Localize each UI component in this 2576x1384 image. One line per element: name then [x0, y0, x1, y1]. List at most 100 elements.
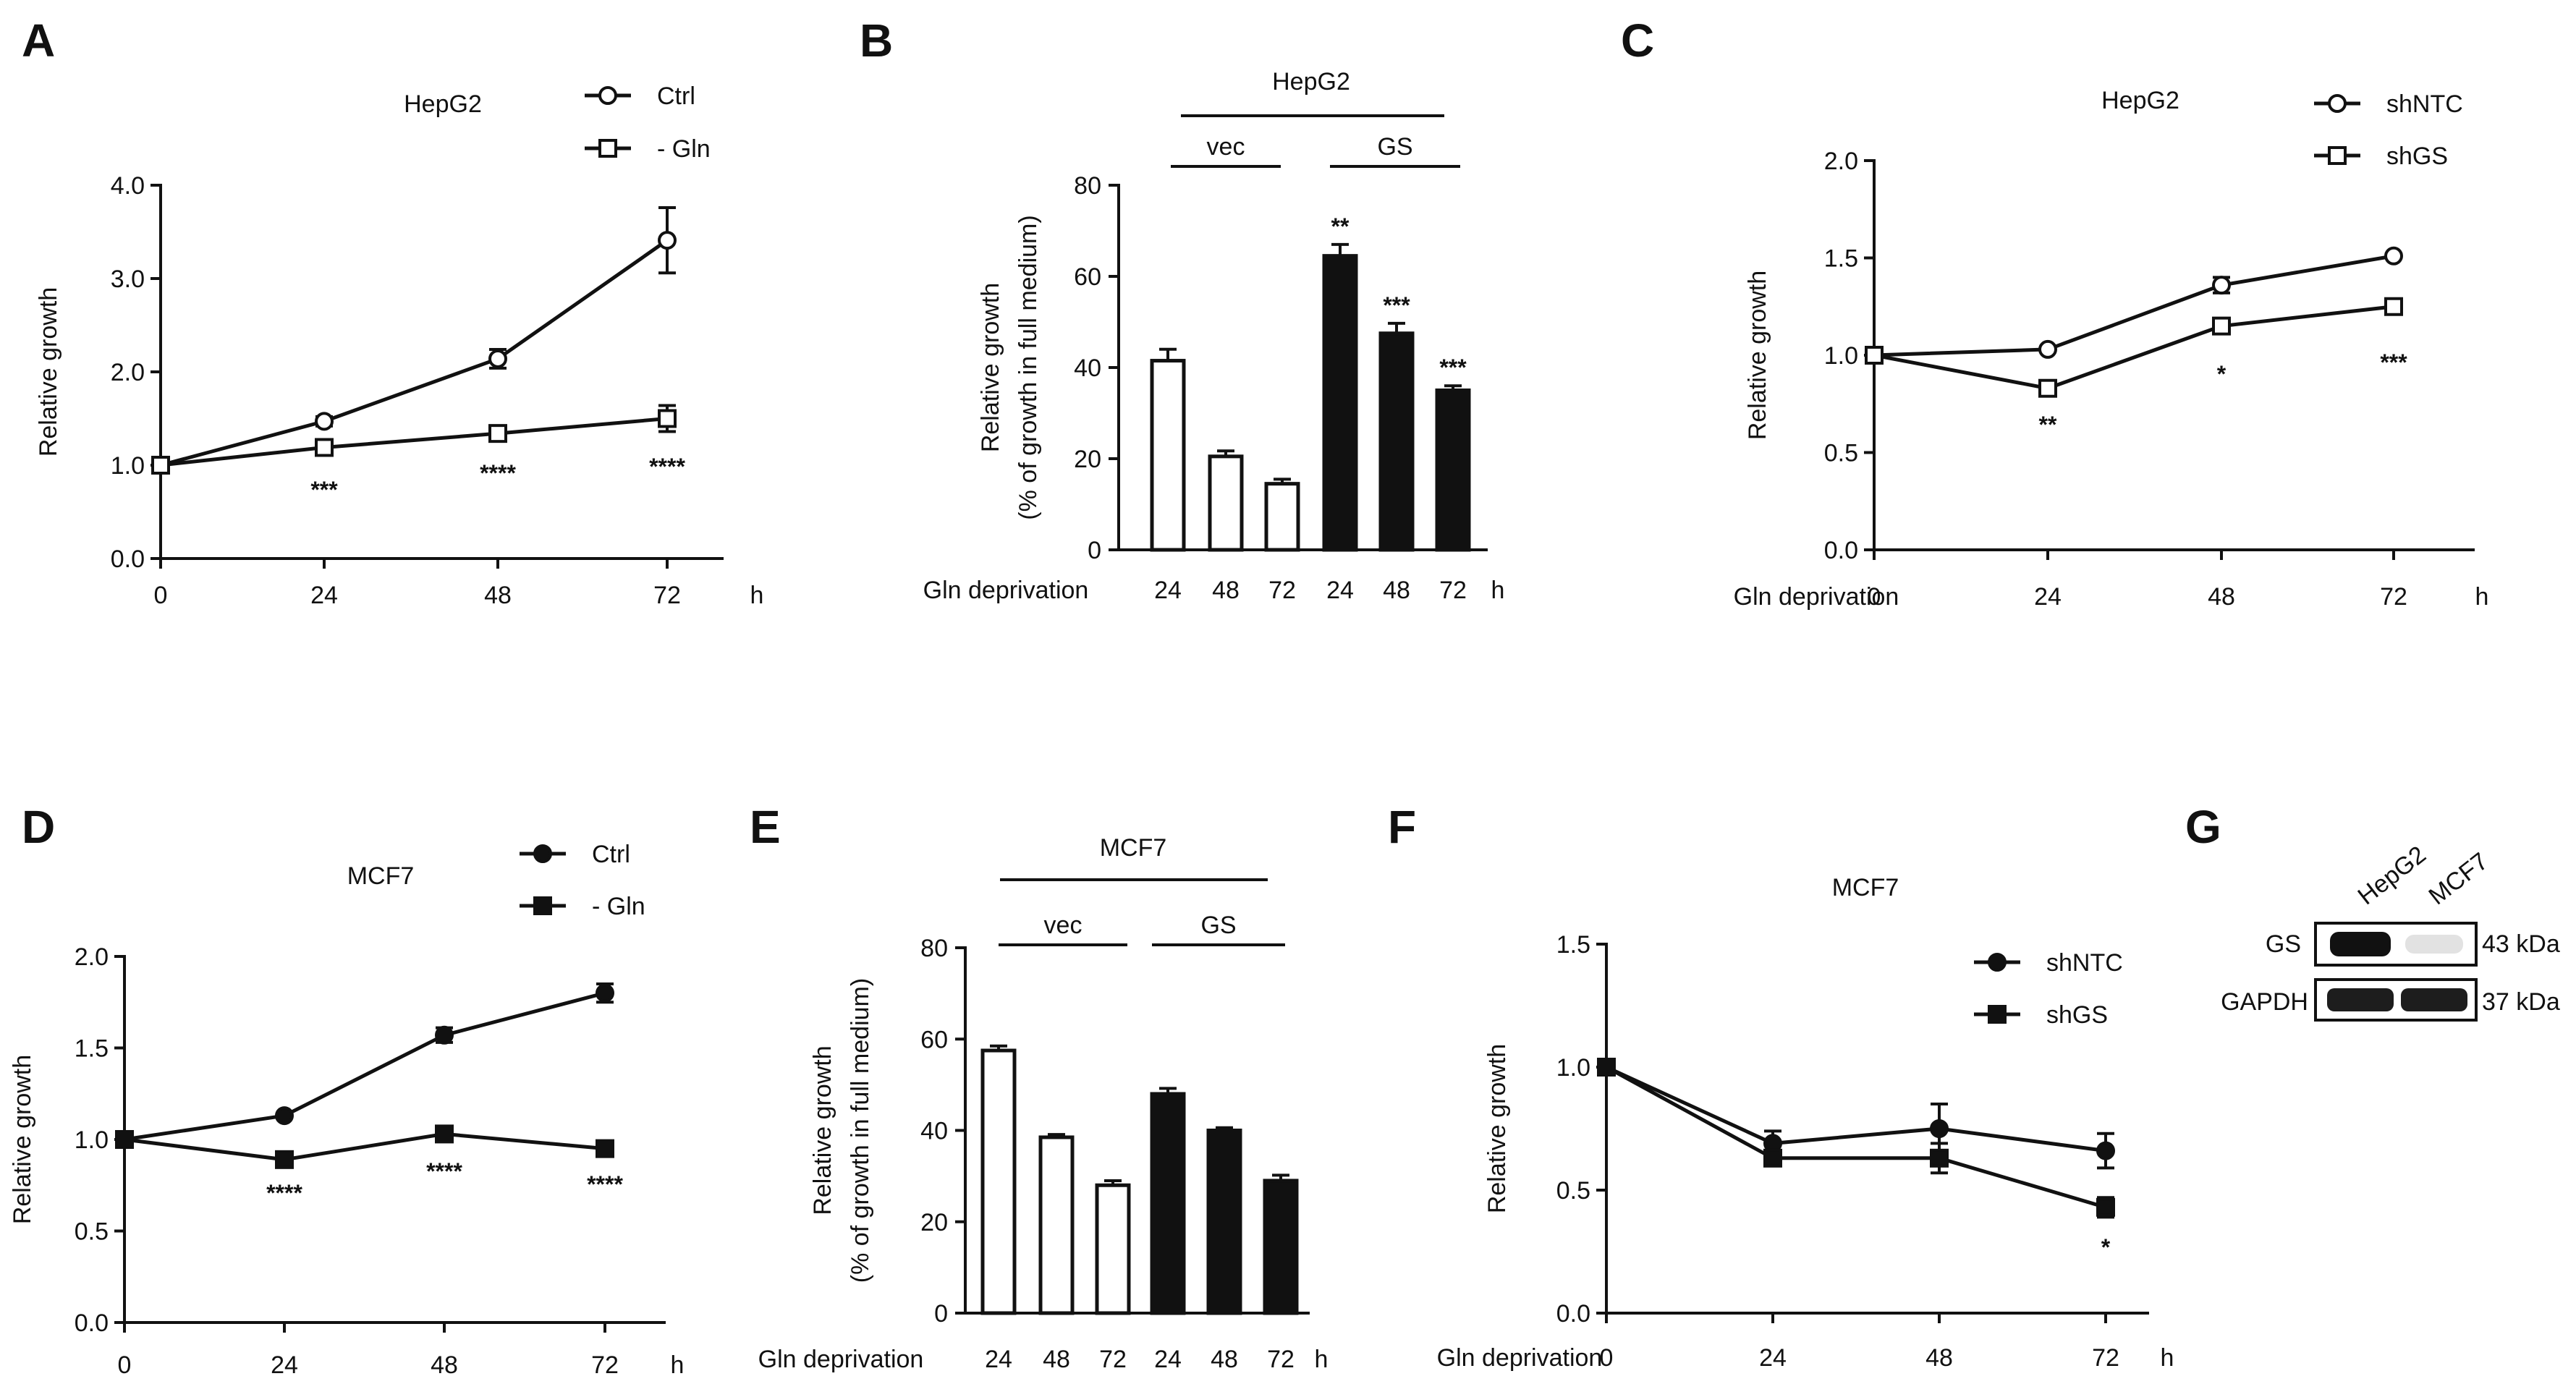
chart-d-legend-label-2: - Gln [592, 893, 645, 920]
chart-b-x-tick-label: 72 [1268, 577, 1296, 604]
chart-a-legend-label-2: - Gln [657, 135, 711, 163]
chart-d-point-2 [115, 1130, 134, 1149]
panel-label-g: G [2185, 801, 2221, 853]
chart-c-x-tick-label: 72 [2380, 583, 2407, 611]
chart-e-x-tick-label: 48 [1043, 1346, 1070, 1373]
chart-a-point-2 [151, 456, 170, 475]
chart-b-significance: *** [1439, 355, 1467, 381]
chart-f-point-2 [1930, 1148, 1949, 1168]
chart-d-point-2 [596, 1139, 614, 1158]
chart-e: MCF7 vec GS 0 20 40 60 80 24 48 72 24 48 72 h Gln depri… [758, 834, 1329, 1373]
chart-c-y-tick-label: 1.0 [1824, 342, 1858, 370]
blot-protein-label-gapdh: GAPDH [2221, 988, 2308, 1016]
chart-d-x-unit: h [671, 1351, 685, 1379]
chart-e-x-tick-label: 24 [1154, 1346, 1182, 1373]
chart-c-y-tick-label: 0.5 [1824, 440, 1858, 467]
blot-protein-label-gs: GS [2266, 930, 2301, 958]
chart-a-point-1 [488, 349, 507, 368]
chart-d-legend-label-1: Ctrl [592, 841, 630, 868]
chart-e-title: MCF7 [1100, 834, 1167, 862]
chart-d-x-tick-label: 24 [271, 1351, 298, 1379]
chart-b-x-tick-label: 72 [1439, 577, 1467, 604]
panel-label-e: E [750, 801, 781, 853]
chart-f-legend-marker-1 [1988, 953, 2007, 972]
chart-e-group-label: GS [1200, 912, 1236, 939]
chart-f-y-tick-label: 0.5 [1556, 1177, 1590, 1205]
chart-a-y-tick-label: 0.0 [111, 545, 145, 573]
panel-label-b: B [860, 14, 893, 67]
chart-e-y-label-2: (% of growth in full medium) [847, 978, 874, 1283]
chart-c-point-2 [1865, 346, 1884, 365]
chart-e-bar [980, 1048, 1017, 1315]
chart-b: HepG2 vec GS 0 20 40 60 80 24 48 72 24 ** 48 *** 72 *** h… [923, 68, 1505, 604]
chart-f-point-1 [1930, 1119, 1949, 1138]
chart-b-x-label: Gln deprivation [923, 577, 1089, 604]
chart-e-x-tick-label: 72 [1267, 1346, 1295, 1373]
chart-c-series-line-1 [1873, 254, 2394, 357]
chart-f-series-line-1 [1605, 1065, 2106, 1153]
chart-f-significance: * [2101, 1234, 2111, 1260]
chart-b-significance: ** [1331, 213, 1350, 239]
chart-d-point-2 [435, 1124, 454, 1144]
chart-b-group-label: GS [1377, 133, 1412, 161]
chart-a-point-1 [315, 412, 334, 431]
chart-e-bar [1263, 1179, 1299, 1315]
chart-e-bar [1150, 1092, 1186, 1315]
chart-b-error-bar [1331, 242, 1349, 256]
chart-a-x-tick-label: 72 [653, 582, 681, 609]
blot-lane-label-hepg2: HepG2 [2353, 841, 2431, 910]
chart-d-significance: **** [266, 1180, 302, 1206]
panel-label-a: A [22, 14, 55, 67]
chart-a-legend-marker-2 [598, 139, 617, 158]
chart-c-point-1 [2038, 339, 2057, 359]
chart-b-title: HepG2 [1272, 68, 1350, 95]
chart-a-series-line-1 [160, 239, 669, 467]
chart-d-point-1 [435, 1025, 454, 1045]
chart-d-y-tick-label: 2.0 [75, 943, 109, 971]
chart-b-y-tick-label: 20 [1074, 446, 1101, 473]
chart-d-title: MCF7 [347, 862, 415, 890]
chart-c-significance: ** [2039, 412, 2057, 438]
chart-b-x-tick-label: 24 [1154, 577, 1182, 604]
chart-b-x-tick-label: 48 [1383, 577, 1410, 604]
chart-c-legend-label-2: shGS [2386, 143, 2448, 170]
chart-c-point-2 [2212, 316, 2231, 336]
chart-f-x-tick-label: 24 [1759, 1344, 1787, 1372]
chart-d-series-line-2 [124, 1132, 606, 1162]
chart-a-title: HepG2 [404, 90, 482, 118]
chart-c-point-1 [2212, 276, 2231, 295]
chart-b-y-label-2: (% of growth in full medium) [1014, 215, 1042, 519]
chart-a-y-tick-label: 4.0 [111, 172, 145, 200]
chart-e-bar [1095, 1183, 1131, 1315]
chart-a-x-tick-label: 0 [154, 582, 168, 609]
blot-lane-label-mcf7: MCF7 [2424, 847, 2494, 910]
chart-c-series-line-2 [1873, 305, 2394, 391]
chart-f-x-tick-label: 0 [1600, 1344, 1614, 1372]
chart-c-point-1 [2384, 246, 2403, 266]
chart-b-bar [1264, 482, 1300, 552]
chart-e-x-label: Gln deprivation [758, 1346, 924, 1373]
chart-e-x-unit: h [1315, 1346, 1329, 1373]
panel-label-d: D [22, 801, 55, 853]
chart-b-error-bar [1159, 347, 1177, 361]
chart-d-point-2 [275, 1150, 294, 1169]
chart-e-y-tick-label: 0 [934, 1300, 948, 1328]
chart-c-x-label: Gln deprivation [1734, 583, 1899, 611]
chart-f-y-label: Relative growth [1483, 1044, 1511, 1213]
chart-d-x-tick-label: 48 [431, 1351, 458, 1379]
chart-e-x-tick-label: 24 [985, 1346, 1012, 1373]
chart-e-y-label: Relative growth [809, 1045, 836, 1215]
chart-f-legend-label-2: shGS [2046, 1001, 2108, 1029]
chart-f-point-2 [2096, 1197, 2115, 1217]
chart-c-x-unit: h [2475, 583, 2489, 611]
blot-band-gapdh-hepg2 [2327, 988, 2394, 1011]
chart-c-y-tick-label: 1.5 [1824, 245, 1858, 273]
chart-c-title: HepG2 [2101, 87, 2179, 114]
chart-b-x-tick-label: 24 [1326, 577, 1354, 604]
chart-b-group-label: vec [1207, 133, 1245, 161]
chart-e-x-tick-label: 72 [1099, 1346, 1127, 1373]
chart-c-y-tick-label: 0.0 [1824, 537, 1858, 564]
chart-b-bar [1150, 359, 1186, 552]
chart-d-x-tick-label: 72 [591, 1351, 619, 1379]
chart-e-bar [1206, 1129, 1242, 1315]
